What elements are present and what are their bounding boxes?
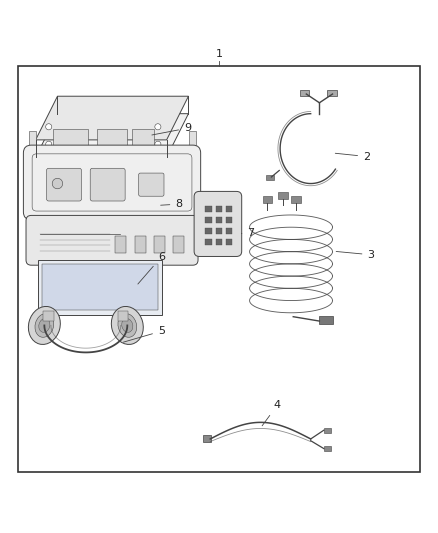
Ellipse shape [28,306,60,344]
Text: 9: 9 [152,123,191,135]
Circle shape [46,141,52,147]
FancyBboxPatch shape [194,191,242,256]
Ellipse shape [118,313,137,337]
Text: 7: 7 [241,228,254,238]
Bar [132,129,153,153]
Bar [154,236,165,253]
Ellipse shape [111,306,143,344]
Bar [226,239,232,245]
Bar [53,129,88,153]
Text: 4: 4 [262,400,281,426]
Bar [226,228,232,234]
Bar [327,90,337,96]
Bar [215,206,222,212]
Bar [226,206,232,212]
Circle shape [155,141,161,147]
Polygon shape [35,96,188,140]
Bar [324,446,331,451]
Circle shape [46,124,52,130]
Ellipse shape [35,313,54,337]
Text: 3: 3 [336,250,374,260]
Text: 8: 8 [161,199,183,209]
Bar [278,192,288,199]
Bar [38,260,162,314]
Circle shape [155,124,161,130]
FancyBboxPatch shape [90,168,125,201]
Bar [263,196,272,203]
Bar [291,196,300,203]
Ellipse shape [39,319,50,333]
FancyBboxPatch shape [139,173,164,196]
Bar [42,264,158,310]
Bar [205,239,212,245]
Bar [189,131,196,149]
Bar [319,316,332,324]
Ellipse shape [122,319,133,333]
Bar [205,228,212,234]
Bar [134,236,145,253]
Bar [203,435,211,442]
Bar [205,217,212,223]
Bar [43,311,54,321]
Bar [266,175,274,180]
Bar [324,427,331,433]
Text: 6: 6 [138,252,165,284]
Bar [215,239,222,245]
Polygon shape [35,114,188,157]
FancyBboxPatch shape [26,215,198,265]
Bar [173,236,184,253]
Bar [118,311,128,321]
FancyBboxPatch shape [46,168,81,201]
Bar [215,228,222,234]
Bar [226,217,232,223]
Bar [97,129,127,153]
Bar [115,236,126,253]
Bar [300,90,309,96]
Text: 5: 5 [124,326,165,342]
Text: 2: 2 [335,151,370,161]
Bar [29,131,35,149]
Text: 1: 1 [215,49,223,59]
Circle shape [52,179,63,189]
Bar [215,217,222,223]
FancyBboxPatch shape [23,145,201,220]
Bar [205,206,212,212]
